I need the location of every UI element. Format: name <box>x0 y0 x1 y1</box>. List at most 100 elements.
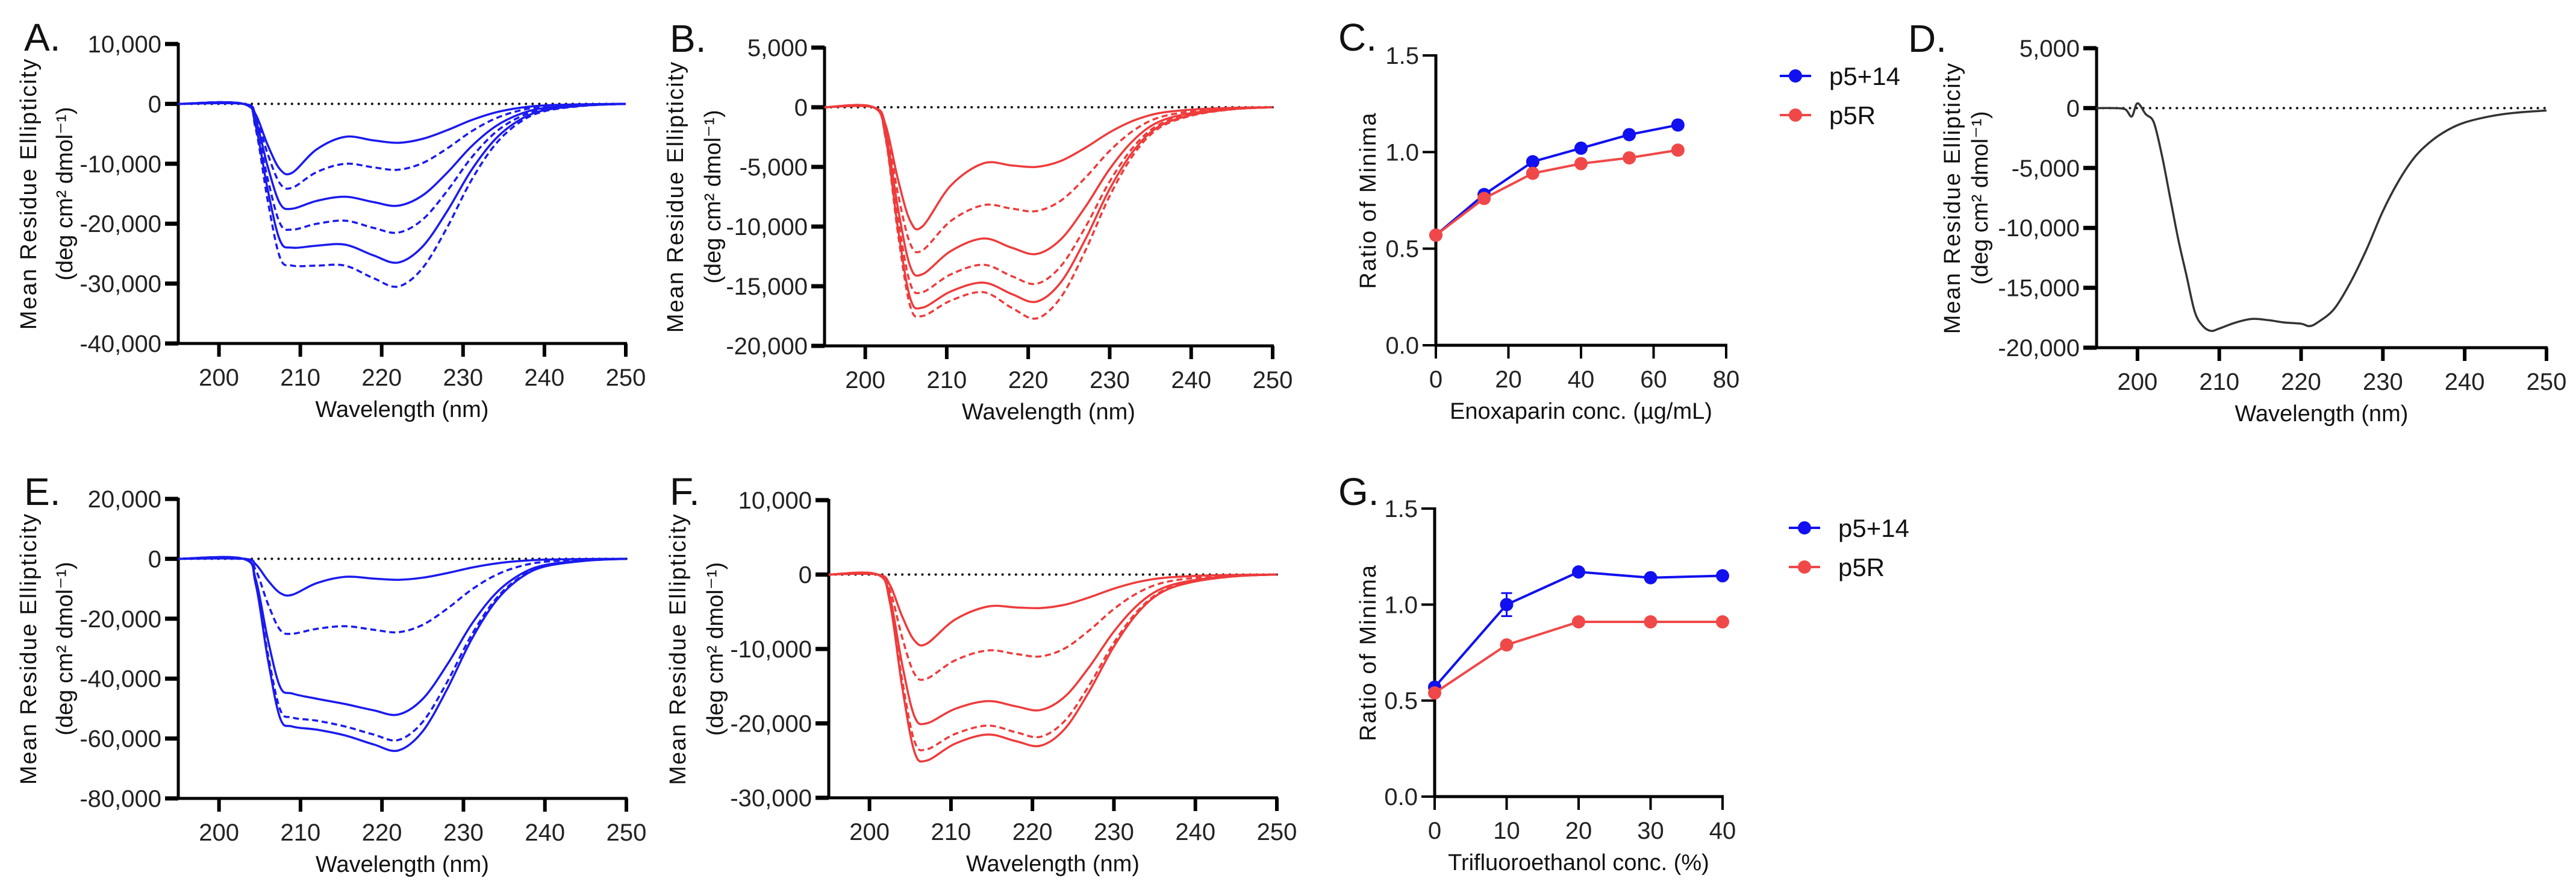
y-tick-label: 0.5 <box>1384 688 1418 715</box>
y-tick-label: 20,000 <box>88 486 161 513</box>
data-point-p5R <box>1716 615 1729 629</box>
x-tick-label: 240 <box>525 365 565 391</box>
spectrum-line-3 <box>824 104 1273 277</box>
spectrum-line-6 <box>824 104 1273 320</box>
panel-letter: C. <box>1338 16 1377 59</box>
data-point-p5R <box>1500 638 1514 652</box>
x-tick-label: 250 <box>1257 819 1297 845</box>
y-tick-label: 5,000 <box>747 35 808 61</box>
y-axis-label: Mean Residue Ellipticity <box>16 58 42 330</box>
x-axis-label: Wavelength (nm) <box>962 400 1135 425</box>
panel-b: B. 5,000 0 -5,000 -10,000 -15,000 -20,000 200 21… <box>663 17 1293 425</box>
legend-item-p5R: p5R <box>1780 101 1876 130</box>
y-tick-label: -30,000 <box>730 785 812 812</box>
x-axis-label: Wavelength (nm) <box>2235 401 2409 427</box>
y-tick-label: 0 <box>2066 95 2080 122</box>
y-tick-label: -10,000 <box>1998 215 2080 242</box>
y-axis-units: (deg cm² dmol⁻¹) <box>52 107 78 280</box>
x-axis-label: Trifluoroethanol conc. (%) <box>1448 850 1709 876</box>
y-tick-label: 0.0 <box>1385 333 1419 359</box>
y-tick-label: 0.0 <box>1384 784 1418 810</box>
y-tick-label: 0.5 <box>1385 236 1419 263</box>
y-tick-label: -15,000 <box>1998 275 2080 302</box>
x-tick-label: 40 <box>1709 818 1736 844</box>
x-tick-label: 240 <box>1171 367 1211 393</box>
x-tick-label: 20 <box>1565 818 1592 844</box>
x-tick-label: 200 <box>2118 369 2158 395</box>
data-point-p5+14 <box>1716 569 1729 583</box>
x-tick-label: 20 <box>1495 366 1522 393</box>
y-tick-label: 0 <box>148 91 161 118</box>
x-tick-label: 210 <box>280 365 320 391</box>
legend-label: p5R <box>1829 101 1876 130</box>
spectrum-line-1 <box>2096 102 2547 333</box>
legend-item-p5+14: p5+14 <box>1780 62 1900 90</box>
x-tick-label: 210 <box>931 819 971 845</box>
data-point-p5+14 <box>1574 141 1588 155</box>
data-point-p5R <box>1671 143 1685 157</box>
x-tick-label: 80 <box>1713 366 1740 393</box>
x-axis-label: Wavelength (nm) <box>316 852 489 877</box>
spectrum-line-5 <box>178 101 626 264</box>
y-tick-label: 5,000 <box>2019 36 2080 62</box>
y-tick-label: -5,000 <box>740 154 808 181</box>
y-tick-label: -20,000 <box>80 211 161 237</box>
x-tick-label: 230 <box>443 365 483 391</box>
panel-a: A. 10,000 0 -10,000 -20,000 -30,000 -40,000 200… <box>16 16 646 422</box>
legend-label: p5R <box>1838 553 1885 581</box>
x-tick-label: 240 <box>2445 369 2485 395</box>
x-tick-label: 200 <box>199 819 239 846</box>
y-tick-label: -20,000 <box>80 606 161 633</box>
data-point-p5+14 <box>1644 571 1658 584</box>
y-axis-label: Ratio of Minima <box>1356 112 1381 289</box>
legend-label: p5+14 <box>1829 62 1900 90</box>
y-axis-units: (deg cm² dmol⁻¹) <box>703 562 728 736</box>
data-point-p5+14 <box>1623 128 1636 142</box>
y-axis-units: (deg cm² dmol⁻¹) <box>52 562 78 735</box>
data-point-p5R <box>1526 166 1539 180</box>
y-tick-label: -60,000 <box>80 726 161 753</box>
y-tick-label: -40,000 <box>80 331 161 357</box>
x-tick-label: 230 <box>1090 367 1130 393</box>
y-axis-label: Mean Residue Ellipticity <box>666 513 691 785</box>
panel-letter: B. <box>670 17 706 60</box>
legend-item-p5R: p5R <box>1789 553 1885 581</box>
y-tick-label: -20,000 <box>730 711 812 738</box>
legend-marker <box>1798 560 1811 574</box>
y-tick-label: 0 <box>794 95 808 121</box>
x-tick-label: 60 <box>1640 366 1667 393</box>
y-tick-label: -40,000 <box>80 666 161 692</box>
data-point-p5+14 <box>1500 598 1514 612</box>
x-tick-label: 200 <box>849 819 890 845</box>
y-axis-units: (deg cm² dmol⁻¹) <box>700 110 726 283</box>
y-axis-label: Ratio of Minima <box>1356 564 1381 741</box>
x-axis-label: Enoxaparin conc. (µg/mL) <box>1450 399 1712 424</box>
x-tick-label: 30 <box>1637 818 1664 844</box>
y-tick-label: -10,000 <box>730 636 812 663</box>
panel-letter: F. <box>670 470 700 513</box>
x-tick-label: 40 <box>1568 366 1595 393</box>
spectrum-line-4 <box>824 104 1273 295</box>
y-tick-label: 0 <box>799 562 812 589</box>
legend-marker <box>1798 521 1811 534</box>
spectrum-line-2 <box>178 557 627 635</box>
x-tick-label: 250 <box>606 365 646 391</box>
legend-label: p5+14 <box>1838 514 1909 542</box>
y-tick-label: -5,000 <box>2012 155 2080 182</box>
y-tick-label: -20,000 <box>726 333 808 360</box>
y-axis-label: Mean Residue Ellipticity <box>1940 62 1965 334</box>
data-point-p5R <box>1623 151 1636 165</box>
spectrum-line-4 <box>178 101 626 234</box>
x-tick-label: 220 <box>362 819 402 846</box>
data-point-p5+14 <box>1671 118 1685 132</box>
y-tick-label: 10,000 <box>738 487 812 514</box>
y-tick-label: 10,000 <box>88 31 161 58</box>
x-tick-label: 240 <box>525 819 565 846</box>
y-tick-label: 1.0 <box>1385 139 1419 166</box>
x-tick-label: 250 <box>607 819 647 846</box>
data-point-p5R <box>1574 157 1588 171</box>
x-tick-label: 220 <box>1008 367 1049 393</box>
spectrum-line-1 <box>178 102 626 176</box>
y-tick-label: -10,000 <box>726 214 808 240</box>
